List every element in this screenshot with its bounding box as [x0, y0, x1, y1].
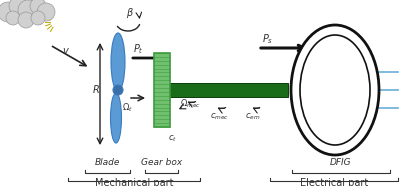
Text: DFIG: DFIG: [323, 90, 347, 100]
Text: $P_s$: $P_s$: [262, 32, 273, 46]
Text: $v$: $v$: [62, 46, 70, 56]
Text: $c_{em}$: $c_{em}$: [245, 111, 260, 121]
Ellipse shape: [300, 35, 370, 145]
Ellipse shape: [291, 25, 379, 155]
Bar: [170, 83, 288, 97]
Text: Gear box: Gear box: [141, 158, 183, 167]
Text: $R$: $R$: [92, 83, 100, 95]
Circle shape: [113, 85, 123, 95]
Circle shape: [18, 0, 38, 20]
Circle shape: [37, 3, 55, 21]
Text: DFIG: DFIG: [330, 158, 352, 167]
Circle shape: [6, 11, 20, 25]
Bar: [154, 53, 170, 127]
Text: $c_{mec}$: $c_{mec}$: [210, 111, 229, 121]
Text: Mechanical part: Mechanical part: [95, 178, 173, 186]
Text: $\Omega_{mec}$: $\Omega_{mec}$: [180, 97, 201, 110]
Text: $c_t$: $c_t$: [168, 134, 177, 145]
Circle shape: [0, 2, 18, 22]
Ellipse shape: [111, 33, 125, 91]
Text: $P_t$: $P_t$: [133, 42, 144, 56]
Text: $\beta$: $\beta$: [126, 6, 134, 20]
Text: $\Omega_t$: $\Omega_t$: [122, 101, 133, 113]
Text: Electrical part: Electrical part: [300, 178, 368, 186]
Circle shape: [9, 0, 27, 15]
Ellipse shape: [110, 93, 122, 143]
Circle shape: [31, 11, 45, 25]
Circle shape: [18, 12, 34, 28]
Circle shape: [30, 0, 46, 14]
Text: Blade: Blade: [94, 158, 120, 167]
